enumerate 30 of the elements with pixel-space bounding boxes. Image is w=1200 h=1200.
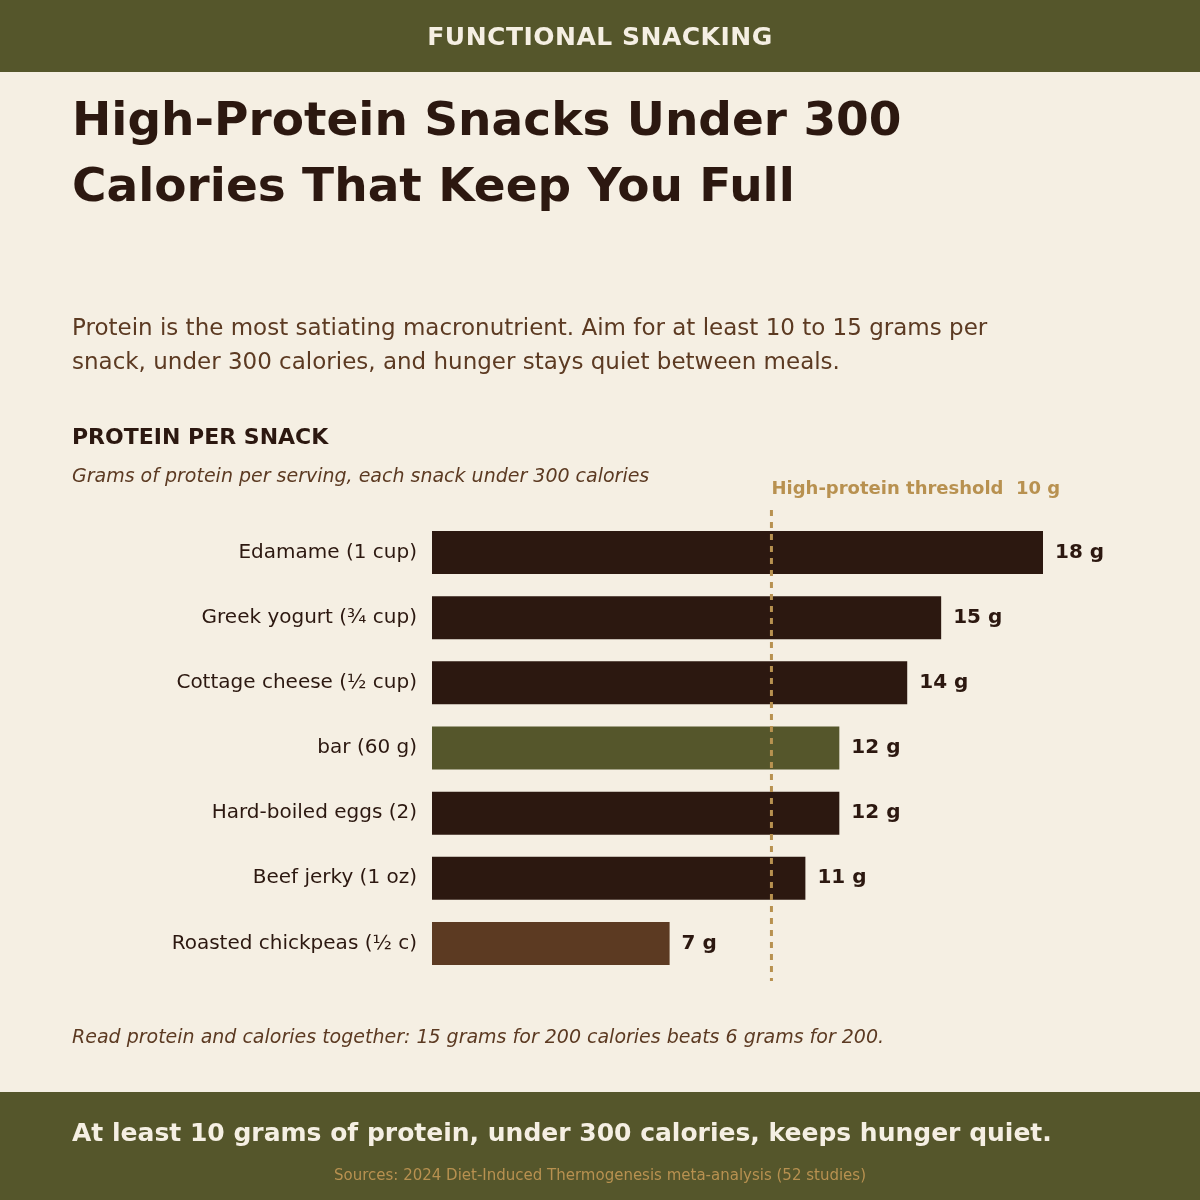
bar xyxy=(432,531,1043,575)
y-tick-label: Hard-boiled eggs (2) xyxy=(211,799,417,824)
y-tick-label: Edamame (1 cup) xyxy=(238,538,417,563)
bar xyxy=(432,726,840,770)
y-tick-label: Cottage cheese (½ cup) xyxy=(176,669,417,694)
text: Read protein and calories together: 15 grams for 200 calories beats 6 grams for 200. xyxy=(72,1025,885,1047)
ref-line-label: High-protein threshold 10 g xyxy=(771,476,1061,498)
y-tick-label: Greek yogurt (¾ cup) xyxy=(201,603,417,628)
bar xyxy=(432,596,942,640)
y-tick-label: Roasted chickpeas (½ c) xyxy=(171,929,417,954)
chart-title: High-Protein Snacks Under 300 Calories That Keep You Full xyxy=(72,90,903,214)
data-label: 15 g xyxy=(953,603,1003,628)
chart-subtitle: Protein is the most satiating macronutrient. Aim for at least 10 to 15 grams per snack, under 300 calories, and hunger stays quiet between meals. xyxy=(72,313,989,376)
data-label: 18 g xyxy=(1055,538,1105,563)
data-label: 11 g xyxy=(817,864,867,889)
bar xyxy=(432,921,670,965)
data-label: 12 g xyxy=(851,734,901,759)
source-note: Sources: 2024 Diet-Induced Thermogenesis meta-analysis (52 studies) xyxy=(333,1166,867,1184)
bar xyxy=(432,791,840,835)
data-label: 14 g xyxy=(919,669,969,694)
data-label: 7 g xyxy=(681,929,717,954)
bar xyxy=(432,661,908,705)
y-tick-label: bar (60 g) xyxy=(317,734,417,759)
text: PROTEIN PER SNACK xyxy=(72,424,329,449)
data-label: 12 g xyxy=(851,799,901,824)
text: At least 10 grams of protein, under 300 calories, keeps hunger quiet. xyxy=(72,1118,1052,1147)
y-tick-label: Beef jerky (1 oz) xyxy=(252,864,417,889)
text: Grams of protein per serving, each snack under 300 calories xyxy=(72,464,650,486)
bar xyxy=(432,856,806,900)
text: FUNCTIONAL SNACKING xyxy=(0,0,1200,72)
